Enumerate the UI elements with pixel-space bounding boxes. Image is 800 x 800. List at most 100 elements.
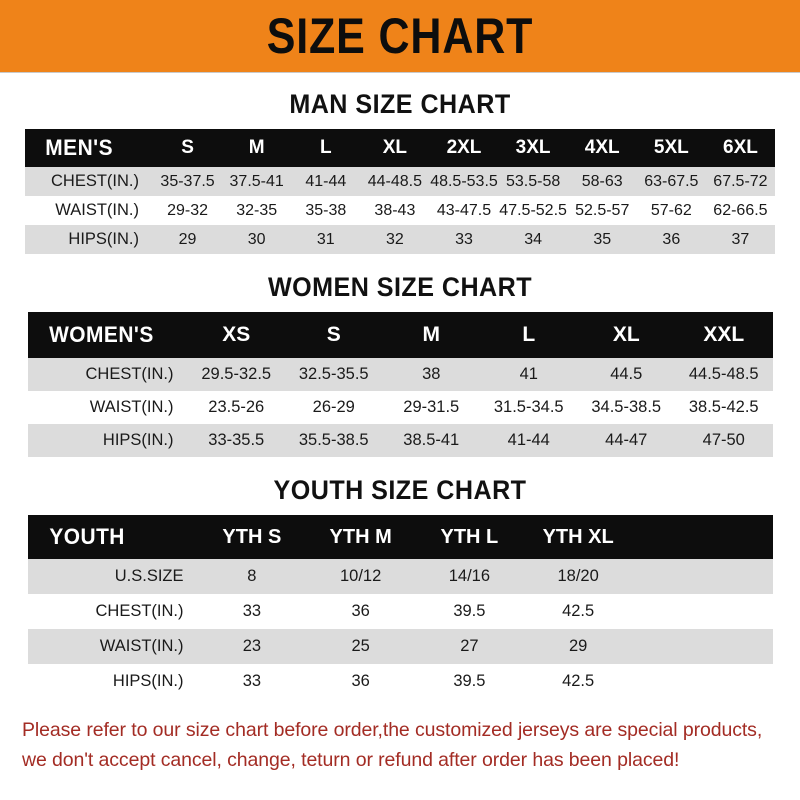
women-cell-2-5: 47-50	[702, 431, 745, 449]
youth-cell-3-2: 39.5	[453, 672, 486, 690]
youth-cell-2-0: 23	[242, 637, 262, 655]
table-row: WAIST(IN.) 23.5-26 26-29 29-31.5 31.5-34…	[27, 391, 773, 424]
women-cell-2-3: 41-44	[507, 431, 550, 449]
men-size-col-4: 2XL	[446, 137, 482, 158]
men-size-col-1: M	[248, 137, 265, 158]
table-header-row: YOUTH YTH S YTH M YTH L YTH XL	[27, 515, 773, 559]
men-cell-1-1: 32-35	[236, 201, 278, 219]
women-size-col-0: XS	[222, 323, 251, 346]
men-row-label-0: CHEST(IN.)	[51, 172, 139, 190]
table-row: HIPS(IN.) 29 30 31 32 33 34 35 36 37	[25, 225, 775, 254]
men-cell-1-3: 38-43	[374, 201, 416, 219]
men-cell-2-2: 31	[316, 230, 335, 248]
youth-cell-3-3: 42.5	[562, 672, 595, 690]
table-row: U.S.SIZE 8 10/12 14/16 18/20	[27, 559, 773, 594]
men-row-label-1: WAIST(IN.)	[55, 201, 139, 219]
men-cell-0-7: 63-67.5	[644, 172, 699, 190]
women-cell-0-3: 41	[519, 365, 538, 383]
footer-disclaimer: Please refer to our size chart before or…	[22, 715, 778, 775]
men-corner-label: MEN'S	[45, 135, 114, 160]
youth-table-body: U.S.SIZE 8 10/12 14/16 18/20 CHEST(IN.) …	[27, 559, 773, 699]
youth-cell-spacer	[633, 664, 773, 699]
men-cell-1-7: 57-62	[650, 201, 692, 219]
women-corner-label: WOMEN'S	[48, 322, 154, 347]
youth-cell-2-2: 27	[460, 637, 479, 655]
youth-cell-spacer	[633, 559, 773, 594]
table-header-row: WOMEN'S XS S M L XL XXL	[27, 312, 773, 358]
men-cell-1-8: 62-66.5	[713, 201, 768, 219]
women-table-body: CHEST(IN.) 29.5-32.5 32.5-35.5 38 41 44.…	[27, 358, 773, 457]
women-cell-1-2: 29-31.5	[403, 398, 460, 416]
men-cell-0-2: 41-44	[305, 172, 347, 190]
youth-cell-2-1: 25	[351, 637, 370, 655]
men-cell-1-6: 52.5-57	[575, 201, 630, 219]
youth-row-label-0: U.S.SIZE	[114, 567, 184, 585]
banner-title: SIZE CHART	[266, 8, 534, 64]
youth-header-spacer	[633, 515, 773, 559]
youth-cell-3-1: 36	[351, 672, 370, 690]
women-cell-1-0: 23.5-26	[208, 398, 265, 416]
table-row: WAIST(IN.) 23 25 27 29	[27, 629, 773, 664]
table-header-row: MEN'S S M L XL 2XL 3XL 4XL 5XL 6XL	[25, 129, 775, 167]
men-size-col-0: S	[181, 137, 194, 158]
men-size-col-5: 3XL	[515, 137, 551, 158]
youth-cell-1-1: 36	[351, 602, 370, 620]
men-size-table-wrapper: MEN'S S M L XL 2XL 3XL 4XL 5XL 6XL CHEST…	[25, 129, 775, 254]
men-size-col-7: 5XL	[653, 137, 689, 158]
women-size-col-5: XXL	[703, 323, 745, 346]
youth-cell-1-3: 42.5	[562, 602, 595, 620]
youth-cell-1-0: 33	[242, 602, 262, 620]
page-banner: SIZE CHART	[0, 0, 800, 73]
youth-cell-0-0: 8	[247, 567, 257, 585]
women-cell-0-2: 38	[422, 365, 441, 383]
men-table-header: MEN'S S M L XL 2XL 3XL 4XL 5XL 6XL	[25, 129, 775, 167]
youth-cell-1-2: 39.5	[453, 602, 486, 620]
women-size-col-1: S	[326, 323, 341, 346]
men-cell-2-8: 37	[731, 230, 750, 248]
men-cell-1-5: 47.5-52.5	[499, 201, 567, 219]
men-cell-0-1: 37.5-41	[229, 172, 284, 190]
men-cell-1-2: 35-38	[305, 201, 347, 219]
women-cell-2-4: 44-47	[605, 431, 648, 449]
men-cell-2-0: 29	[178, 230, 197, 248]
youth-size-table-wrapper: YOUTH YTH S YTH M YTH L YTH XL U.S.SIZE …	[27, 515, 773, 699]
table-row: CHEST(IN.) 29.5-32.5 32.5-35.5 38 41 44.…	[27, 358, 773, 391]
men-size-col-8: 6XL	[723, 137, 758, 158]
youth-cell-0-1: 10/12	[339, 567, 382, 585]
women-row-label-0: CHEST(IN.)	[85, 365, 174, 383]
youth-cell-0-3: 18/20	[557, 567, 599, 585]
youth-cell-spacer	[633, 594, 773, 629]
footer-line-1: Please refer to our size chart before or…	[22, 719, 763, 741]
men-cell-2-7: 36	[662, 230, 681, 248]
youth-cell-2-3: 29	[568, 637, 588, 655]
men-size-table: MEN'S S M L XL 2XL 3XL 4XL 5XL 6XL CHEST…	[25, 129, 775, 254]
men-cell-2-1: 30	[247, 230, 266, 248]
women-cell-0-4: 44.5	[610, 365, 643, 383]
youth-corner-label: YOUTH	[48, 524, 125, 549]
men-cell-2-4: 33	[455, 230, 473, 248]
women-cell-1-3: 31.5-34.5	[493, 398, 564, 416]
table-row: HIPS(IN.) 33-35.5 35.5-38.5 38.5-41 41-4…	[27, 424, 773, 457]
youth-row-label-1: CHEST(IN.)	[95, 602, 184, 620]
men-cell-0-6: 58-63	[581, 172, 623, 190]
men-cell-1-4: 43-47.5	[436, 201, 492, 219]
men-cell-2-5: 34	[524, 230, 542, 248]
table-row: CHEST(IN.) 35-37.5 37.5-41 41-44 44-48.5…	[25, 167, 775, 196]
women-row-label-1: WAIST(IN.)	[89, 398, 174, 416]
youth-size-col-1: YTH M	[329, 525, 392, 548]
men-cell-2-6: 35	[593, 230, 612, 248]
women-row-label-2: HIPS(IN.)	[102, 431, 174, 449]
table-row: WAIST(IN.) 29-32 32-35 35-38 38-43 43-47…	[25, 196, 775, 225]
women-cell-0-0: 29.5-32.5	[201, 365, 272, 383]
women-table-header: WOMEN'S XS S M L XL XXL	[27, 312, 773, 358]
men-size-col-2: L	[319, 137, 332, 158]
women-cell-0-1: 32.5-35.5	[298, 365, 369, 383]
youth-table-header: YOUTH YTH S YTH M YTH L YTH XL	[27, 515, 773, 559]
men-cell-0-5: 53.5-58	[505, 172, 561, 190]
women-cell-1-5: 38.5-42.5	[688, 398, 759, 416]
women-size-table: WOMEN'S XS S M L XL XXL CHEST(IN.) 29.5-…	[27, 312, 773, 457]
men-cell-1-0: 29-32	[167, 201, 209, 219]
women-cell-1-1: 26-29	[312, 398, 355, 416]
women-size-col-3: L	[522, 323, 536, 346]
